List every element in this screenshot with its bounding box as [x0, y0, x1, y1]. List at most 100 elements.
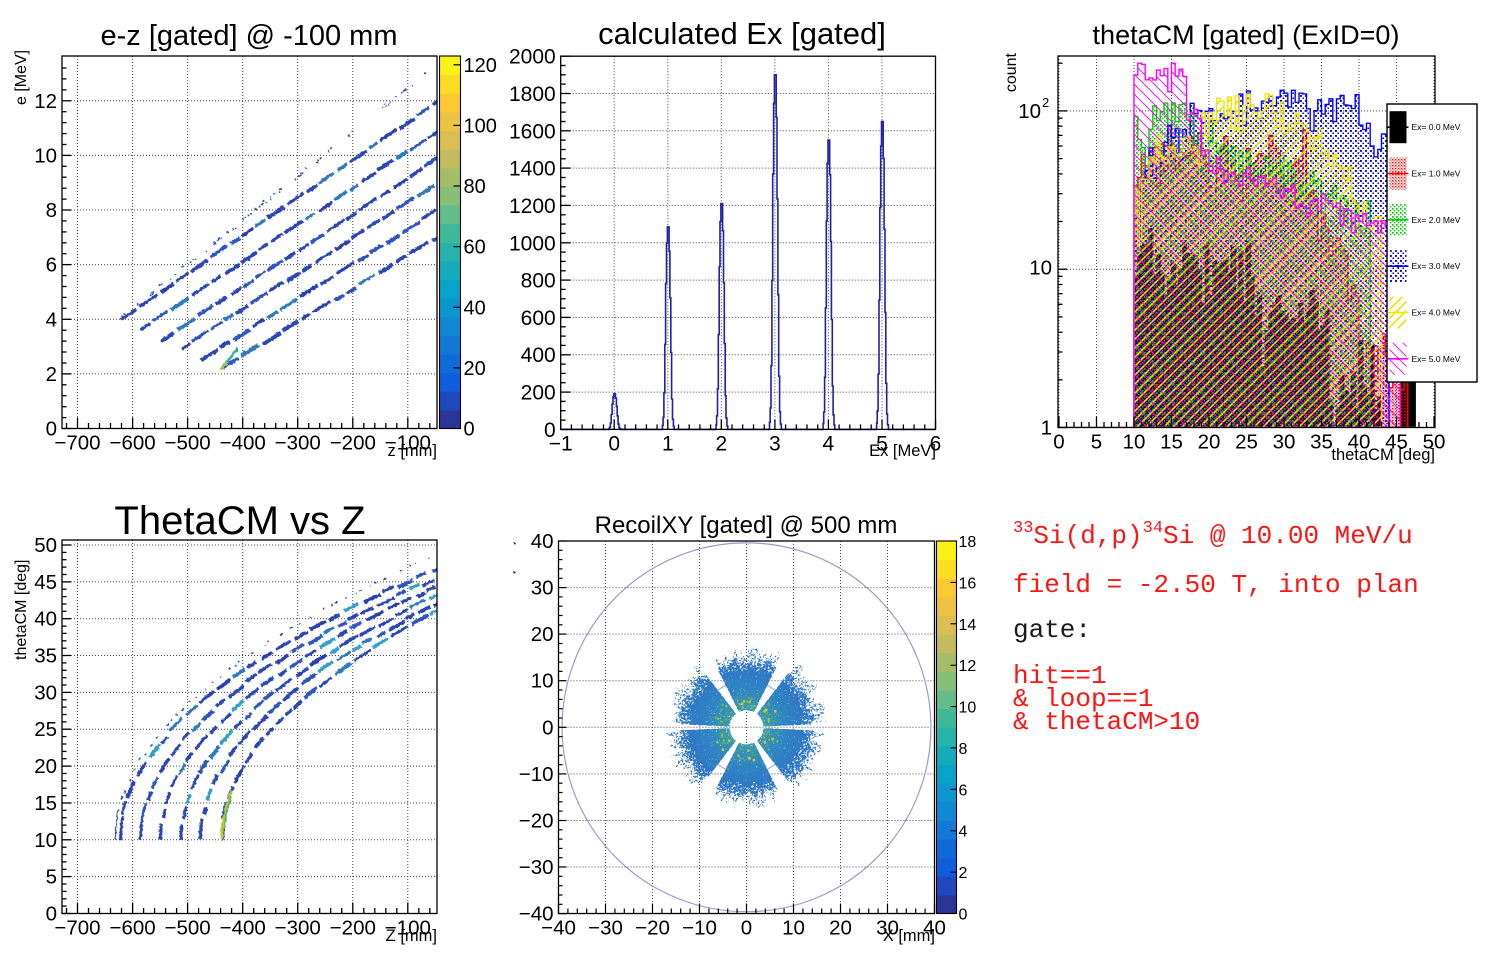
svg-text:100: 100 [464, 115, 497, 137]
svg-text:3: 3 [769, 432, 781, 455]
svg-text:30: 30 [531, 577, 554, 600]
svg-text:35: 35 [34, 645, 57, 668]
svg-text:−10: −10 [682, 917, 717, 940]
svg-text:e [MeV]: e [MeV] [13, 50, 30, 105]
svg-text:−40: −40 [541, 917, 576, 940]
svg-text:2: 2 [959, 865, 968, 882]
svg-text:50: 50 [1423, 431, 1446, 454]
svg-text:30: 30 [34, 681, 57, 704]
svg-text:−100: −100 [385, 432, 431, 455]
svg-text:−400: −400 [220, 432, 266, 455]
svg-text:calculated Ex [gated]: calculated Ex [gated] [598, 16, 886, 51]
svg-text:−40: −40 [519, 903, 554, 926]
svg-text:1000: 1000 [509, 232, 556, 255]
svg-text:Ex= 1.0 MeV: Ex= 1.0 MeV [1412, 169, 1461, 179]
svg-text:Ex= 0.0 MeV: Ex= 0.0 MeV [1412, 122, 1461, 132]
svg-text:−20: −20 [635, 917, 670, 940]
svg-text:0: 0 [464, 419, 475, 441]
svg-text:15: 15 [34, 792, 57, 815]
svg-text:1: 1 [1041, 417, 1052, 440]
svg-text:−200: −200 [330, 432, 376, 455]
svg-text:0: 0 [542, 716, 553, 739]
svg-text:−400: −400 [220, 917, 266, 940]
svg-text:400: 400 [521, 344, 556, 367]
svg-text:120: 120 [464, 55, 497, 77]
svg-text:8: 8 [46, 199, 57, 222]
svg-text:25: 25 [34, 718, 57, 741]
svg-text:10: 10 [959, 700, 977, 717]
svg-text:ThetaCM vs Z: ThetaCM vs Z [114, 499, 365, 543]
svg-text:1: 1 [662, 432, 674, 455]
svg-text:−20: −20 [519, 810, 554, 833]
svg-text:2: 2 [1042, 95, 1049, 110]
svg-text:& loop==1: & loop==1 [1013, 684, 1153, 714]
svg-text:hit==1: hit==1 [1013, 661, 1107, 691]
svg-text:thetaCM [deg]: thetaCM [deg] [13, 560, 30, 661]
svg-text:2: 2 [715, 432, 727, 455]
svg-text:5: 5 [1091, 431, 1102, 454]
svg-text:Ex= 5.0 MeV: Ex= 5.0 MeV [1412, 354, 1461, 364]
svg-text:−500: −500 [165, 917, 211, 940]
svg-text:−100: −100 [385, 917, 431, 940]
svg-text:e-z [gated] @ -100 mm: e-z [gated] @ -100 mm [101, 20, 398, 52]
svg-text:8: 8 [959, 741, 968, 758]
svg-text:10: 10 [34, 829, 57, 852]
svg-text:800: 800 [521, 270, 556, 293]
svg-text:20: 20 [34, 755, 57, 778]
svg-text:−10: −10 [519, 763, 554, 786]
svg-text:1800: 1800 [509, 83, 556, 106]
svg-text:2: 2 [46, 363, 57, 386]
svg-text:−300: −300 [275, 917, 321, 940]
svg-text:15: 15 [1160, 431, 1183, 454]
svg-text:z [mm]: z [mm] [388, 442, 438, 460]
svg-text:20: 20 [464, 358, 486, 380]
svg-text:30: 30 [1273, 431, 1296, 454]
svg-text:33Si(d,p)34Si @ 10.00 MeV/u: 33Si(d,p)34Si @ 10.00 MeV/u [1013, 519, 1413, 551]
svg-text:thetaCM [gated] (ExID=0): thetaCM [gated] (ExID=0) [1093, 20, 1400, 50]
svg-text:0: 0 [959, 907, 968, 924]
svg-text:80: 80 [464, 176, 486, 198]
svg-text:Ex= 4.0 MeV: Ex= 4.0 MeV [1412, 308, 1461, 318]
svg-text:−600: −600 [110, 917, 156, 940]
svg-text:18: 18 [959, 534, 977, 551]
svg-text:X [mm]: X [mm] [883, 927, 935, 945]
svg-text:20: 20 [1198, 431, 1221, 454]
svg-text:45: 45 [34, 571, 57, 594]
svg-text:−700: −700 [54, 432, 100, 455]
svg-text:40: 40 [531, 530, 554, 553]
svg-text:field = -2.50 T, into plan: field = -2.50 T, into plan [1013, 570, 1419, 600]
svg-text:30: 30 [876, 917, 899, 940]
svg-text:Z [mm]: Z [mm] [386, 927, 437, 945]
svg-text:40: 40 [464, 297, 486, 319]
svg-text:−200: −200 [330, 917, 376, 940]
svg-text:−300: −300 [275, 432, 321, 455]
svg-text:14: 14 [959, 617, 977, 634]
svg-text:0: 0 [741, 917, 752, 940]
svg-text:20: 20 [531, 623, 554, 646]
svg-text:1400: 1400 [509, 158, 556, 181]
svg-text:12: 12 [34, 90, 57, 113]
svg-text:& thetaCM>10: & thetaCM>10 [1013, 707, 1200, 737]
svg-text:−500: −500 [165, 432, 211, 455]
svg-text:gate:: gate: [1013, 615, 1091, 645]
svg-text:10: 10 [782, 917, 805, 940]
svg-text:−30: −30 [519, 856, 554, 879]
svg-text:Ex= 2.0 MeV: Ex= 2.0 MeV [1412, 215, 1461, 225]
svg-text:10: 10 [1029, 257, 1052, 280]
svg-text:0: 0 [46, 418, 57, 441]
svg-text:Ex= 3.0 MeV: Ex= 3.0 MeV [1412, 261, 1461, 271]
svg-text:4: 4 [959, 824, 968, 841]
svg-text:4: 4 [46, 308, 57, 331]
svg-text:1200: 1200 [509, 195, 556, 218]
svg-text:200: 200 [521, 382, 556, 405]
svg-text:10: 10 [34, 144, 57, 167]
svg-text:5: 5 [876, 432, 888, 455]
svg-text:−700: −700 [54, 917, 100, 940]
svg-text:RecoilXY [gated] @ 500 mm: RecoilXY [gated] @ 500 mm [595, 512, 898, 539]
svg-text:40: 40 [34, 608, 57, 631]
svg-text:35: 35 [1310, 431, 1333, 454]
svg-text:20: 20 [829, 917, 852, 940]
svg-text:2000: 2000 [509, 46, 556, 69]
svg-text:6: 6 [959, 782, 968, 799]
svg-text:10: 10 [531, 670, 554, 693]
